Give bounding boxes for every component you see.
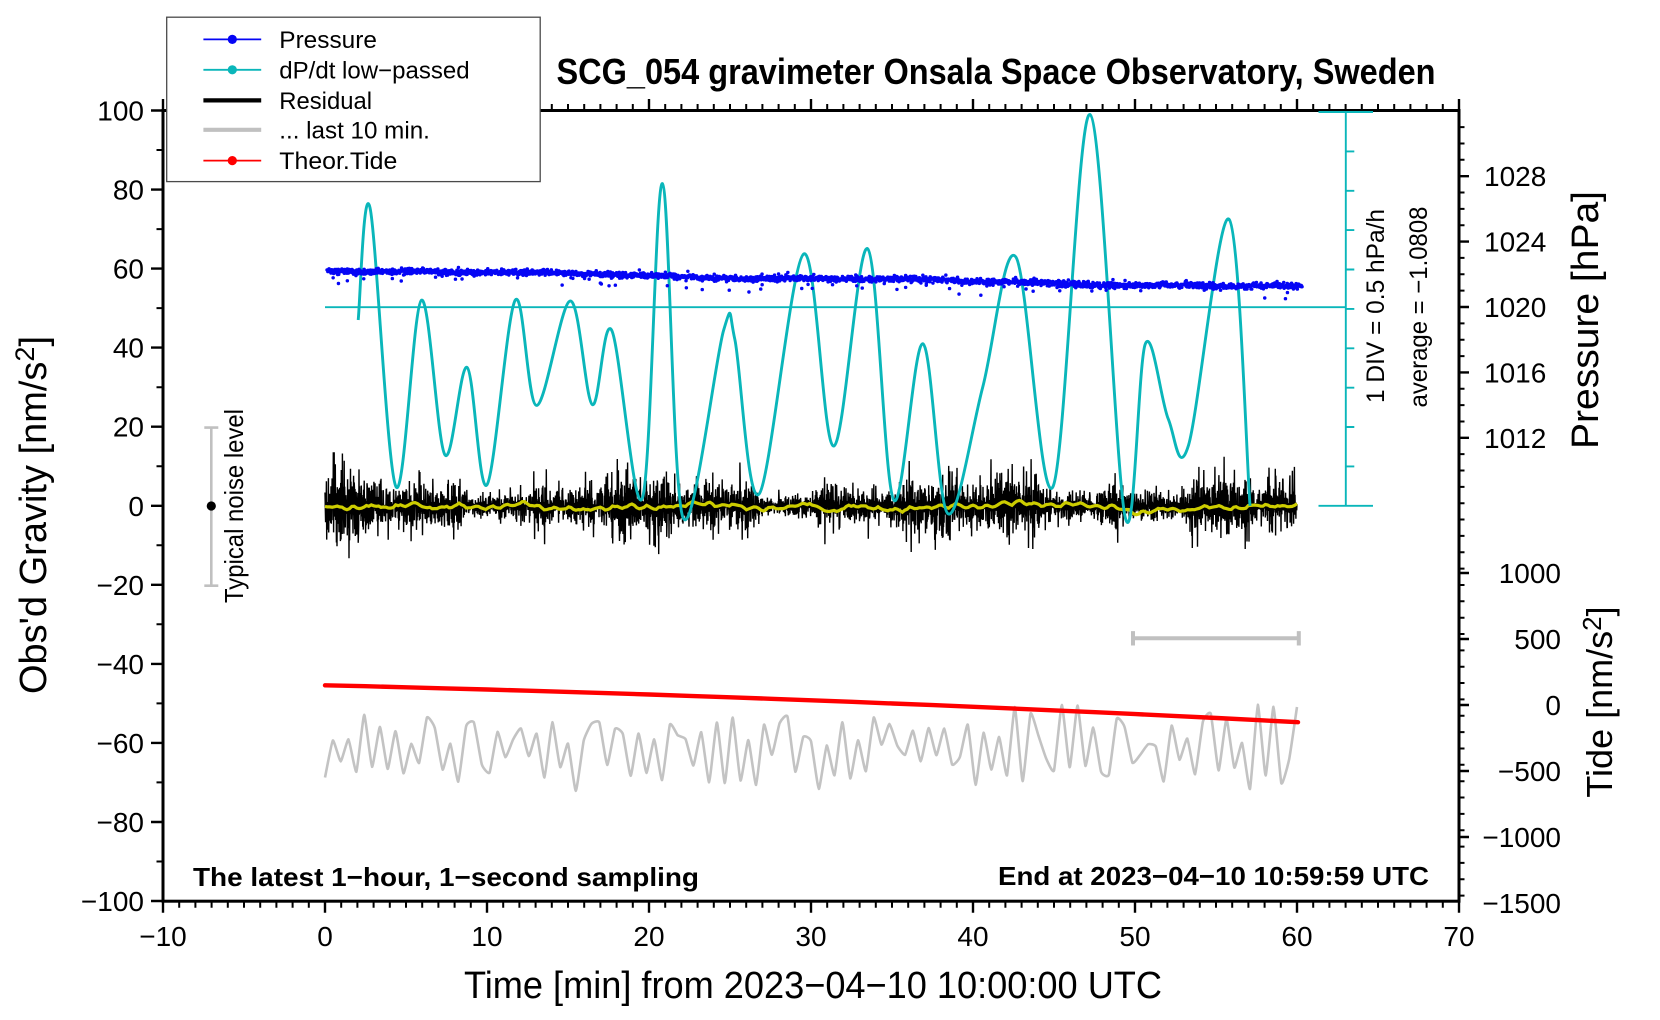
svg-text:0: 0 — [317, 921, 333, 952]
svg-text:100: 100 — [97, 96, 144, 127]
svg-text:−60: −60 — [97, 728, 145, 759]
svg-text:SCG_054 gravimeter Onsala Spac: SCG_054 gravimeter Onsala Space Observat… — [557, 51, 1436, 92]
svg-text:−1000: −1000 — [1482, 822, 1561, 853]
svg-text:−500: −500 — [1498, 756, 1561, 787]
svg-text:1020: 1020 — [1484, 292, 1546, 323]
svg-text:1016: 1016 — [1484, 357, 1546, 388]
svg-text:−80: −80 — [97, 807, 145, 838]
svg-text:70: 70 — [1443, 921, 1474, 952]
svg-text:Obs'd Gravity [nm/s2]: Obs'd Gravity [nm/s2] — [10, 336, 55, 694]
svg-text:40: 40 — [957, 921, 988, 952]
svg-text:End at 2023−04−10 10:59:59 UTC: End at 2023−04−10 10:59:59 UTC — [998, 861, 1429, 891]
svg-text:1000: 1000 — [1499, 558, 1561, 589]
svg-text:60: 60 — [1281, 921, 1312, 952]
svg-text:−10: −10 — [139, 921, 187, 952]
svg-text:Pressure [hPa]: Pressure [hPa] — [1565, 191, 1607, 449]
svg-text:−20: −20 — [97, 570, 145, 601]
svg-text:dP/dt low−passed: dP/dt low−passed — [279, 57, 469, 84]
svg-text:−100: −100 — [81, 886, 144, 917]
svg-text:The latest 1−hour, 1−second sa: The latest 1−hour, 1−second sampling — [193, 862, 699, 892]
svg-text:20: 20 — [633, 921, 664, 952]
svg-text:0: 0 — [128, 491, 144, 522]
svg-text:40: 40 — [113, 333, 144, 364]
svg-text:20: 20 — [113, 412, 144, 443]
svg-text:1024: 1024 — [1484, 227, 1546, 258]
svg-text:1 DIV = 0.5 hPa/h: 1 DIV = 0.5 hPa/h — [1362, 209, 1390, 403]
svg-text:30: 30 — [795, 921, 826, 952]
svg-text:... last 10 min.: ... last 10 min. — [279, 117, 430, 144]
svg-text:1012: 1012 — [1484, 423, 1546, 454]
svg-text:Time [min] from 2023−04−10 10:: Time [min] from 2023−04−10 10:00:00 UTC — [464, 965, 1162, 1007]
svg-text:Residual: Residual — [279, 88, 372, 115]
svg-text:80: 80 — [113, 175, 144, 206]
svg-text:500: 500 — [1514, 624, 1561, 655]
svg-text:average = −1.0808: average = −1.0808 — [1405, 207, 1433, 408]
svg-text:60: 60 — [113, 254, 144, 285]
svg-text:Theor.Tide: Theor.Tide — [279, 148, 397, 175]
svg-text:−40: −40 — [97, 649, 145, 680]
svg-text:Typical noise level: Typical noise level — [219, 409, 249, 603]
svg-text:10: 10 — [471, 921, 502, 952]
svg-text:Tide [nm/s2]: Tide [nm/s2] — [1577, 606, 1620, 797]
svg-text:0: 0 — [1545, 690, 1561, 721]
svg-text:Pressure: Pressure — [279, 27, 377, 54]
svg-text:50: 50 — [1119, 921, 1150, 952]
svg-text:1028: 1028 — [1484, 161, 1546, 192]
svg-text:−1500: −1500 — [1482, 888, 1561, 919]
